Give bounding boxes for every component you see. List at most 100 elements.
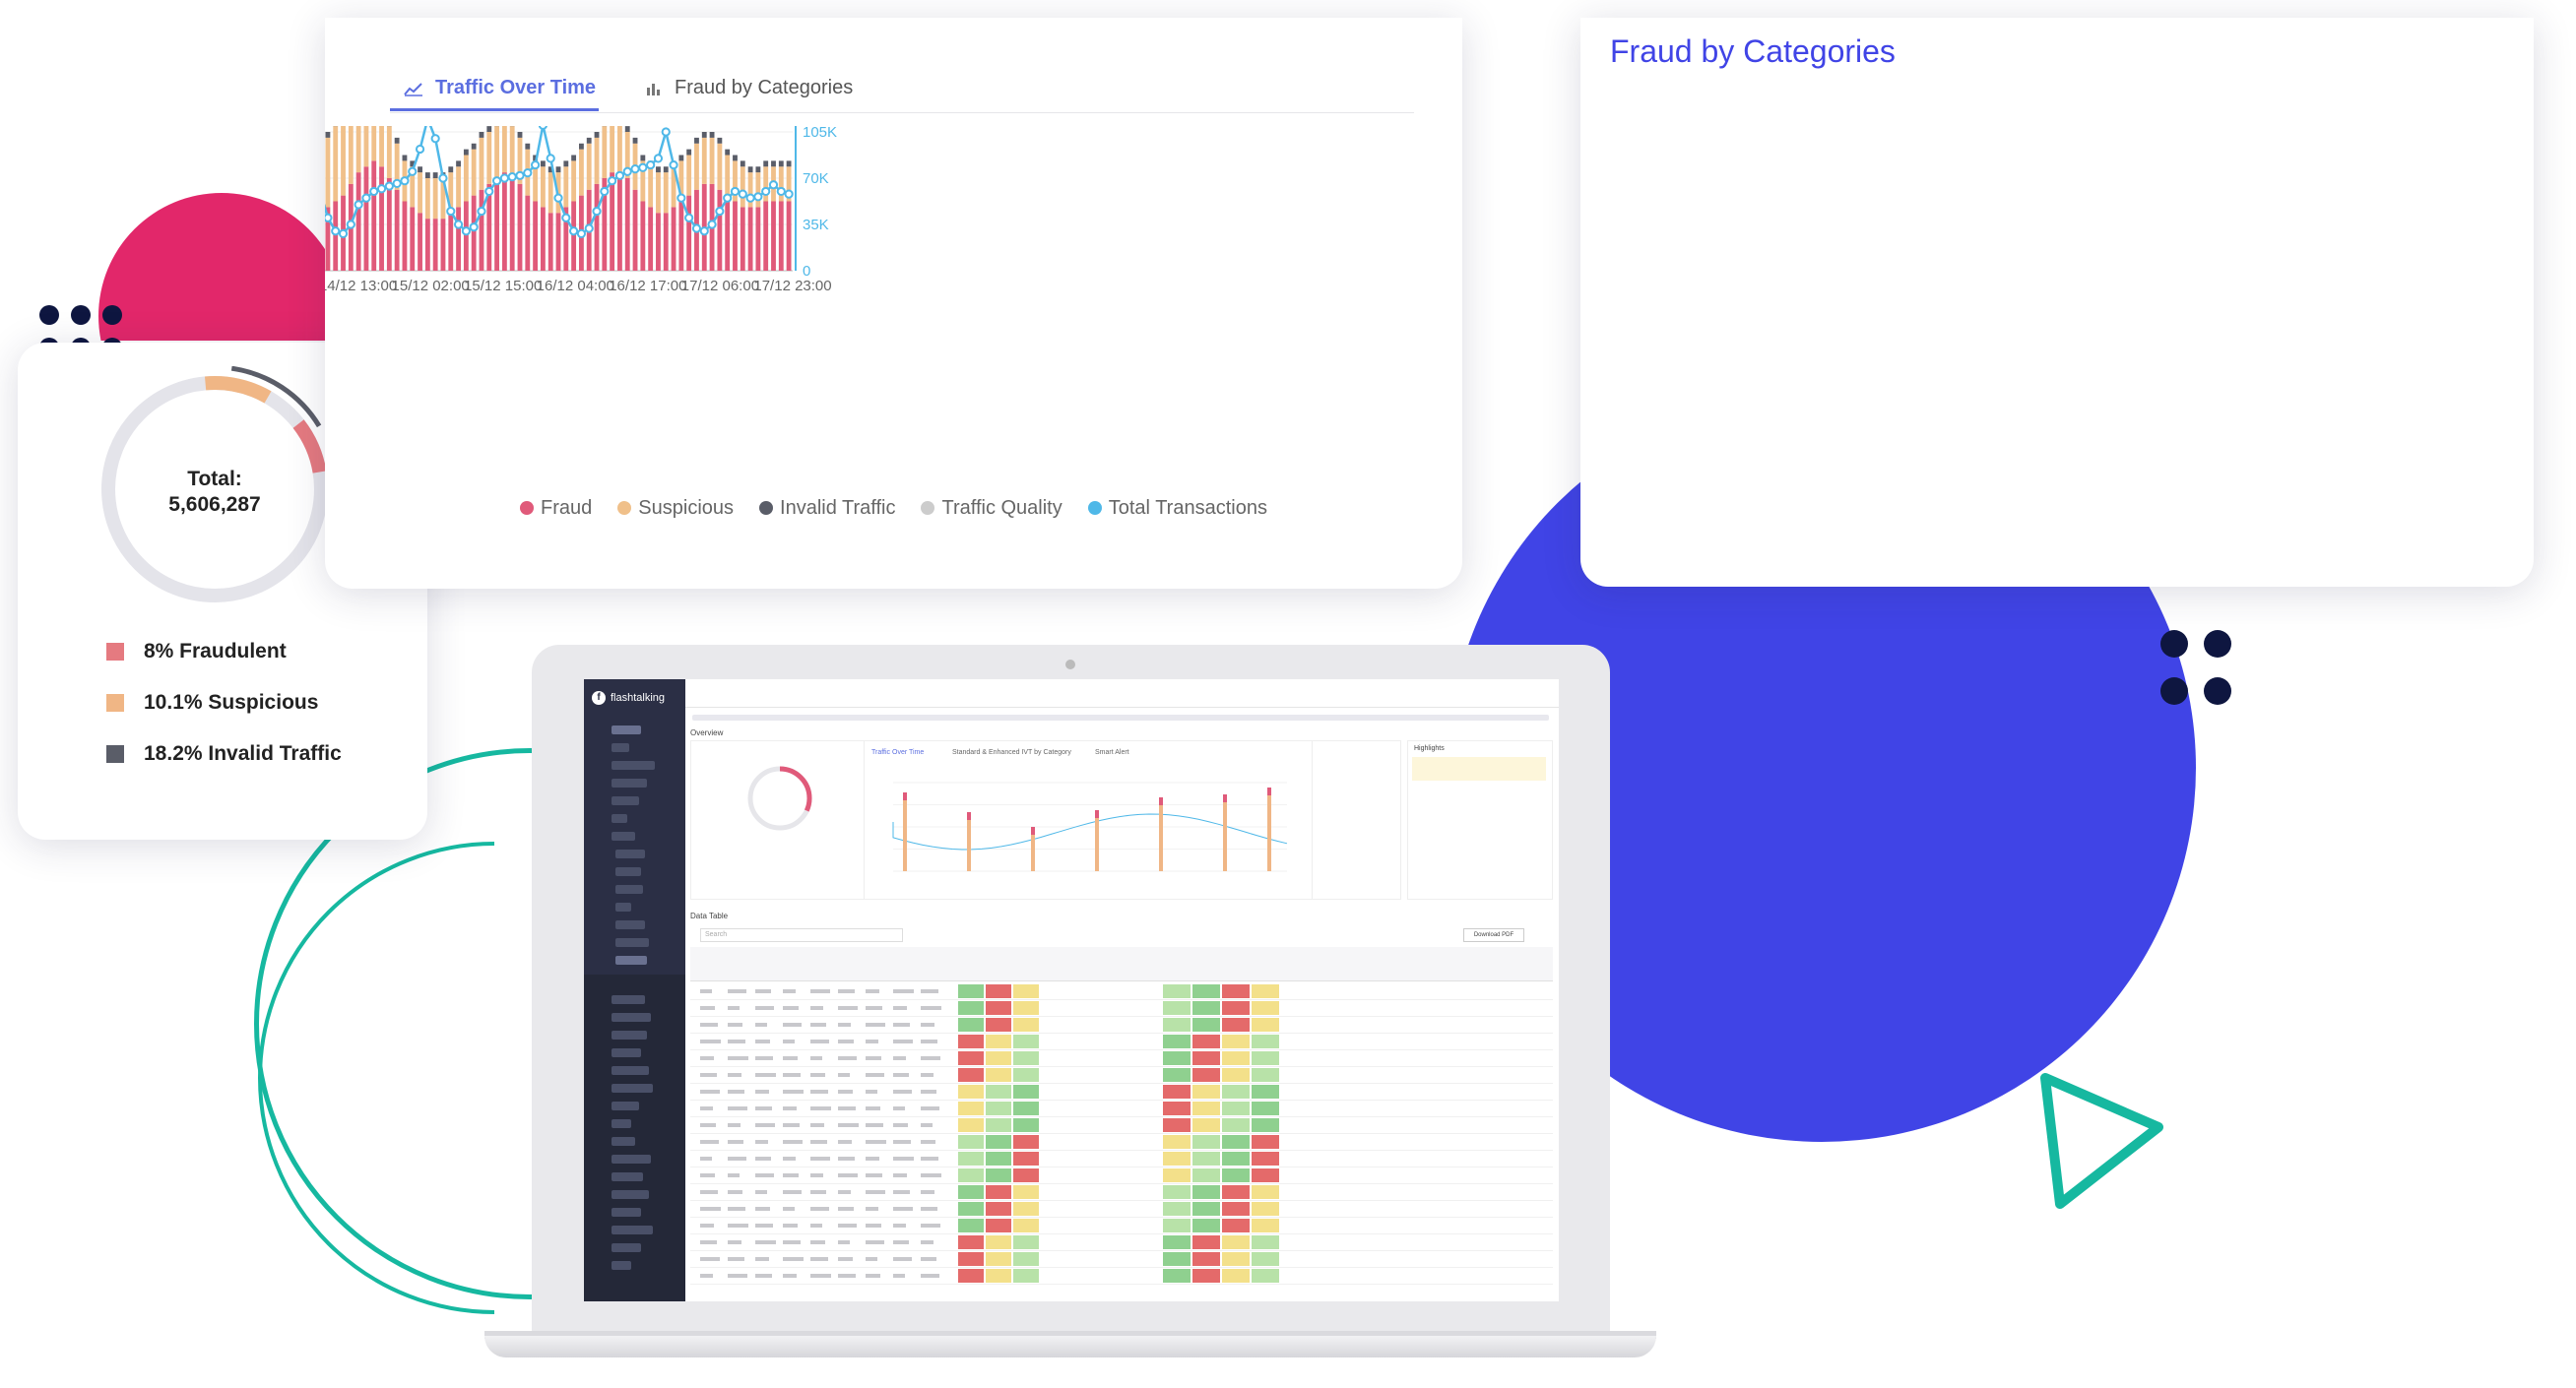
download-pdf-button[interactable]: Download PDF bbox=[1463, 928, 1524, 942]
sidebar-item[interactable] bbox=[615, 956, 647, 965]
table-row[interactable] bbox=[690, 1235, 1553, 1251]
sidebar-filter[interactable] bbox=[612, 1119, 631, 1128]
table-row[interactable] bbox=[690, 1068, 1553, 1084]
table-row[interactable] bbox=[690, 1018, 1553, 1034]
invalid-bar bbox=[517, 132, 523, 138]
table-cell bbox=[921, 1157, 938, 1161]
invalid-bar bbox=[456, 160, 461, 167]
sidebar-filter[interactable] bbox=[612, 1031, 647, 1040]
table-row[interactable] bbox=[690, 1035, 1553, 1050]
table-heat-cell bbox=[1192, 1068, 1220, 1082]
table-row[interactable] bbox=[690, 1185, 1553, 1201]
table-row[interactable] bbox=[690, 1102, 1553, 1117]
table-heat-cell bbox=[1252, 1035, 1279, 1048]
sidebar-filter[interactable] bbox=[612, 1155, 651, 1164]
table-row[interactable] bbox=[690, 1219, 1553, 1234]
table-cell bbox=[921, 1207, 937, 1211]
table-cell bbox=[728, 1207, 745, 1211]
sidebar-filter[interactable] bbox=[612, 1243, 641, 1252]
sidebar-item[interactable] bbox=[615, 938, 649, 947]
invalid-bar bbox=[555, 166, 561, 173]
sidebar-item[interactable] bbox=[612, 761, 655, 770]
legend-item-invalid-traffic[interactable]: Invalid Traffic bbox=[759, 497, 895, 520]
laptop-camera bbox=[1065, 660, 1075, 669]
table-heat-cell bbox=[958, 1269, 984, 1283]
table-row[interactable] bbox=[690, 1135, 1553, 1151]
sidebar-filter[interactable] bbox=[612, 1190, 649, 1199]
table-cell bbox=[728, 1173, 740, 1177]
sidebar-item[interactable] bbox=[612, 779, 647, 788]
table-row[interactable] bbox=[690, 984, 1553, 1000]
table-heat-cell bbox=[1252, 1168, 1279, 1182]
tab-label: Traffic Over Time bbox=[435, 77, 597, 98]
sidebar-item[interactable] bbox=[612, 726, 641, 734]
sidebar-filter[interactable] bbox=[612, 1137, 635, 1146]
suspicious-bar bbox=[540, 166, 546, 208]
table-row[interactable] bbox=[690, 1168, 1553, 1184]
filter-bar[interactable] bbox=[692, 715, 1549, 721]
mini-tab-traffic[interactable]: Traffic Over Time bbox=[871, 749, 925, 756]
sidebar-filter[interactable] bbox=[612, 1261, 631, 1270]
table-row[interactable] bbox=[690, 1152, 1553, 1167]
table-cell bbox=[866, 1023, 885, 1027]
mini-tab-smart-alert[interactable]: Smart Alert bbox=[1095, 749, 1129, 756]
sidebar-item[interactable] bbox=[612, 743, 629, 752]
invalid-bar bbox=[686, 149, 692, 156]
legend-item-total-transactions[interactable]: Total Transactions bbox=[1087, 497, 1267, 520]
table-row[interactable] bbox=[690, 1202, 1553, 1218]
legend-item-suspicious[interactable]: Suspicious bbox=[617, 497, 734, 520]
mini-tab-ivt[interactable]: Standard & Enhanced IVT by Category bbox=[952, 749, 1071, 756]
table-cell bbox=[783, 1106, 797, 1110]
tab-traffic-over-time[interactable]: Traffic Over Time bbox=[404, 77, 596, 99]
sidebar-filter[interactable] bbox=[612, 995, 645, 1004]
x-tick-label: 17/12 23:00 bbox=[753, 278, 831, 294]
fraud-bar bbox=[418, 213, 422, 271]
sidebar-filter[interactable] bbox=[612, 1013, 651, 1022]
suspicious-bar bbox=[686, 155, 692, 196]
sidebar-item[interactable] bbox=[615, 850, 645, 858]
sidebar-item[interactable] bbox=[612, 832, 635, 841]
table-cell bbox=[838, 1224, 857, 1228]
sidebar-item[interactable] bbox=[615, 885, 643, 894]
tab-fraud-by-categories[interactable]: Fraud by Categories bbox=[645, 77, 853, 99]
sidebar-filter[interactable] bbox=[612, 1102, 639, 1110]
total-transactions-point bbox=[453, 220, 464, 229]
table-row[interactable] bbox=[690, 1118, 1553, 1134]
suspicious-bar bbox=[578, 149, 584, 196]
sidebar-filter[interactable] bbox=[612, 1208, 641, 1217]
sidebar-item[interactable] bbox=[612, 814, 627, 823]
table-cell bbox=[728, 1274, 747, 1278]
sidebar-filter[interactable] bbox=[612, 1066, 649, 1075]
table-heat-cell bbox=[986, 1235, 1011, 1249]
table-cell bbox=[728, 1240, 741, 1244]
table-heat-cell bbox=[1013, 1152, 1039, 1166]
sidebar-item[interactable] bbox=[612, 796, 639, 805]
table-row[interactable] bbox=[690, 1252, 1553, 1268]
table-row[interactable] bbox=[690, 1085, 1553, 1101]
sidebar-filter[interactable] bbox=[612, 1226, 653, 1234]
sidebar-filter[interactable] bbox=[612, 1048, 641, 1057]
sidebar-item[interactable] bbox=[615, 903, 631, 912]
table-cell bbox=[893, 1190, 910, 1194]
table-row[interactable] bbox=[690, 1269, 1553, 1285]
suspicious-bar bbox=[778, 166, 784, 202]
total-transactions-point bbox=[361, 193, 371, 203]
table-cell bbox=[783, 1224, 798, 1228]
invalid-bar bbox=[547, 166, 553, 173]
suspicious-bar bbox=[440, 178, 446, 220]
sidebar-filter[interactable] bbox=[612, 1172, 643, 1181]
table-row[interactable] bbox=[690, 1051, 1553, 1067]
highlight-alert bbox=[1412, 757, 1546, 781]
sidebar-item[interactable] bbox=[615, 867, 641, 876]
sidebar-filter[interactable] bbox=[612, 1084, 653, 1093]
legend-item-fraud[interactable]: Fraud bbox=[520, 497, 592, 520]
table-search-input[interactable]: Search bbox=[700, 928, 903, 942]
table-row[interactable] bbox=[690, 1001, 1553, 1017]
table-cell bbox=[700, 1006, 715, 1010]
legend-item-traffic-quality[interactable]: Traffic Quality bbox=[921, 497, 1063, 520]
invalid-bar bbox=[463, 149, 469, 156]
total-transactions-point bbox=[369, 186, 379, 197]
sidebar-item[interactable] bbox=[615, 920, 645, 929]
suspicious-bar bbox=[333, 126, 339, 202]
table-heat-cell bbox=[1222, 1068, 1250, 1082]
